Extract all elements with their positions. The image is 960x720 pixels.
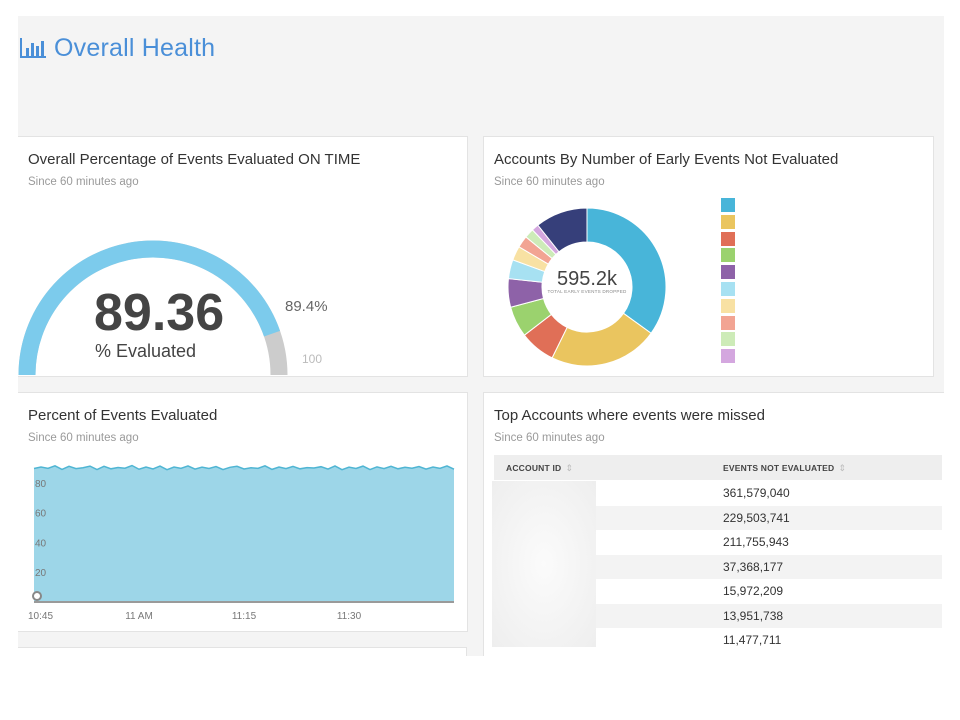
events-cell: 361,579,040: [723, 486, 790, 500]
y-tick-label: 80: [35, 479, 47, 490]
x-tick-label: 10:45: [28, 611, 53, 622]
legend-swatch-6[interactable]: [721, 298, 735, 313]
card-title: Overall Percentage of Events Evaluated O…: [28, 151, 361, 168]
legend-swatch-5[interactable]: [721, 281, 735, 296]
bar-chart-icon: [20, 38, 46, 58]
donut-legend: [721, 198, 735, 366]
dashboard-canvas: Overall Health Overall Percentage of Eve…: [18, 16, 944, 656]
card-title: Top Accounts where events were missed: [494, 407, 765, 424]
gauge-max-label: 100: [302, 352, 323, 366]
redacted-account-ids: [492, 481, 596, 647]
x-tick-label: 11 AM: [125, 611, 153, 622]
table-row[interactable]: 11,477,711: [494, 628, 942, 653]
x-tick-label: 11:15: [232, 611, 257, 622]
events-cell: 11,477,711: [723, 633, 782, 647]
column-header-events-not-evaluated[interactable]: EVENTS NOT EVALUATED ⇕: [723, 463, 846, 474]
donut-slice-0[interactable]: [586, 207, 667, 334]
next-card-edge: [18, 648, 466, 656]
column-header-account-id[interactable]: ACCOUNT ID ⇕: [506, 463, 573, 474]
card-subtitle: Since 60 minutes ago: [28, 176, 139, 188]
legend-swatch-9[interactable]: [721, 349, 735, 364]
y-tick-label: 40: [35, 538, 47, 549]
legend-swatch-2[interactable]: [721, 231, 735, 246]
y-tick-label: 20: [35, 568, 47, 579]
table-card[interactable]: Top Accounts where events were missed Si…: [484, 393, 944, 656]
table-row[interactable]: 361,579,040: [494, 481, 942, 506]
sort-icon[interactable]: ⇕: [565, 463, 574, 473]
sort-icon[interactable]: ⇕: [838, 463, 847, 473]
events-cell: 211,755,943: [723, 535, 789, 549]
events-cell: 229,503,741: [723, 510, 790, 525]
card-subtitle: Since 60 minutes ago: [494, 176, 605, 188]
donut-slice-10[interactable]: [537, 207, 588, 253]
column-label: EVENTS NOT EVALUATED: [723, 463, 835, 473]
legend-swatch-4[interactable]: [721, 265, 735, 280]
legend-swatch-0[interactable]: [721, 198, 735, 212]
gauge-fill: [18, 240, 281, 376]
table-header: ACCOUNT ID ⇕ EVENTS NOT EVALUATED ⇕: [494, 455, 942, 480]
legend-swatch-3[interactable]: [721, 248, 735, 263]
page-title: Overall Health: [54, 33, 216, 62]
table-row[interactable]: 211,755,943: [494, 530, 942, 555]
table-row[interactable]: 15,972,209: [494, 579, 942, 604]
gauge-value: 89.36: [94, 284, 225, 342]
x-tick-label: 11:30: [337, 611, 362, 622]
legend-swatch-7[interactable]: [721, 315, 735, 330]
gauge-caption: % Evaluated: [95, 341, 197, 361]
legend-swatch-1[interactable]: [721, 214, 735, 229]
legend-swatch-8[interactable]: [721, 332, 735, 347]
donut-center-value: 595.2k: [556, 268, 618, 290]
page-header: Overall Health: [18, 30, 215, 66]
events-cell: 15,972,209: [723, 584, 784, 598]
area-chart-card[interactable]: Percent of Events Evaluated Since 60 min…: [18, 393, 467, 631]
gauge-percent-label: 89.4%: [285, 298, 328, 315]
card-title: Accounts By Number of Early Events Not E…: [494, 151, 839, 168]
gauge-card[interactable]: Overall Percentage of Events Evaluated O…: [18, 137, 467, 376]
card-subtitle: Since 60 minutes ago: [28, 432, 139, 444]
donut-card[interactable]: Accounts By Number of Early Events Not E…: [484, 137, 933, 376]
card-subtitle: Since 60 minutes ago: [494, 432, 605, 444]
y-tick-label: 60: [35, 509, 47, 520]
donut-chart[interactable]: [484, 137, 933, 376]
area-line: [33, 464, 455, 471]
area-chart[interactable]: 20 40 60 80 10:45 11 AM 11:15 11:30: [18, 393, 467, 631]
card-title: Percent of Events Evaluated: [28, 407, 218, 424]
range-handle-icon[interactable]: [32, 591, 42, 601]
gauge-chart: [18, 240, 288, 376]
column-label: ACCOUNT ID: [506, 463, 562, 473]
area-fill: [34, 465, 454, 602]
events-cell: 37,368,177: [723, 559, 784, 574]
events-cell: 13,951,738: [723, 608, 784, 623]
donut-center-label: TOTAL EARLY EVENTS DROPPED: [547, 289, 627, 294]
